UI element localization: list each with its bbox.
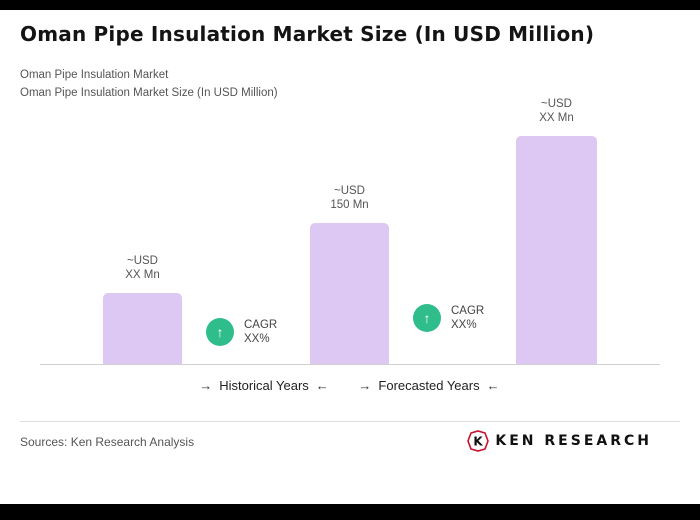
sources-text: Sources: Ken Research Analysis — [20, 435, 195, 449]
up-arrow-icon: ↑ — [206, 318, 234, 346]
cagr-label: CAGR — [451, 305, 485, 317]
bar-value-line2: XX Mn — [539, 112, 574, 124]
bar-value-line1: ~USD — [333, 185, 365, 197]
cagr-value: XX% — [451, 319, 477, 331]
up-arrow-icon: ↑ — [413, 304, 441, 332]
axis-group-label: Historical Years — [219, 378, 309, 393]
bar-historical — [103, 293, 182, 365]
top-letterbox-bar — [0, 0, 700, 10]
right-arrow-icon: → — [358, 378, 372, 393]
footer-divider — [20, 421, 680, 422]
bar-value-line1: ~USD — [540, 98, 572, 110]
cagr-text: CAGR XX% — [451, 304, 484, 332]
bar-forecast — [516, 136, 597, 365]
bar-value-label: ~USD XX Mn — [125, 254, 160, 282]
page-title: Oman Pipe Insulation Market Size (In USD… — [20, 22, 595, 46]
up-arrow-glyph: ↑ — [423, 310, 431, 326]
bar-value-line2: 150 Mn — [330, 199, 369, 211]
left-arrow-icon: ← — [315, 378, 329, 393]
bottom-letterbox-bar — [0, 504, 700, 520]
bar-value-label: ~USD XX Mn — [539, 97, 574, 125]
bar-value-line2: XX Mn — [125, 269, 160, 281]
axis-group-label: Forecasted Years — [378, 378, 480, 393]
bar-value-label: ~USD 150 Mn — [330, 184, 368, 212]
cagr-label: CAGR — [244, 319, 278, 331]
right-arrow-icon: → — [199, 378, 213, 393]
bar-column-mid: ~USD 150 Mn — [310, 184, 389, 365]
cagr-annotation-1: ↑ CAGR XX% — [206, 318, 277, 346]
svg-text:K: K — [474, 435, 484, 449]
cagr-annotation-2: ↑ CAGR XX% — [413, 304, 484, 332]
subtitle-line-1: Oman Pipe Insulation Market — [20, 69, 169, 81]
bar-column-historical: ~USD XX Mn — [103, 254, 182, 365]
bar-column-forecast: ~USD XX Mn — [516, 97, 597, 365]
cagr-text: CAGR XX% — [244, 318, 277, 346]
subtitle-line-2: Oman Pipe Insulation Market Size (In USD… — [20, 87, 278, 99]
chart-baseline — [40, 364, 660, 365]
ken-research-k-icon: K — [467, 430, 490, 452]
left-arrow-icon: ← — [486, 378, 500, 393]
bar-value-line1: ~USD — [126, 255, 158, 267]
axis-label-forecasted-years: → Forecasted Years ← — [358, 378, 499, 393]
bar-mid — [310, 223, 389, 365]
cagr-value: XX% — [244, 333, 270, 345]
axis-label-historical-years: → Historical Years ← — [199, 378, 329, 393]
ken-research-logo: K Ken Research — [467, 430, 652, 452]
up-arrow-glyph: ↑ — [216, 324, 224, 340]
logo-text: Ken Research — [495, 433, 652, 449]
